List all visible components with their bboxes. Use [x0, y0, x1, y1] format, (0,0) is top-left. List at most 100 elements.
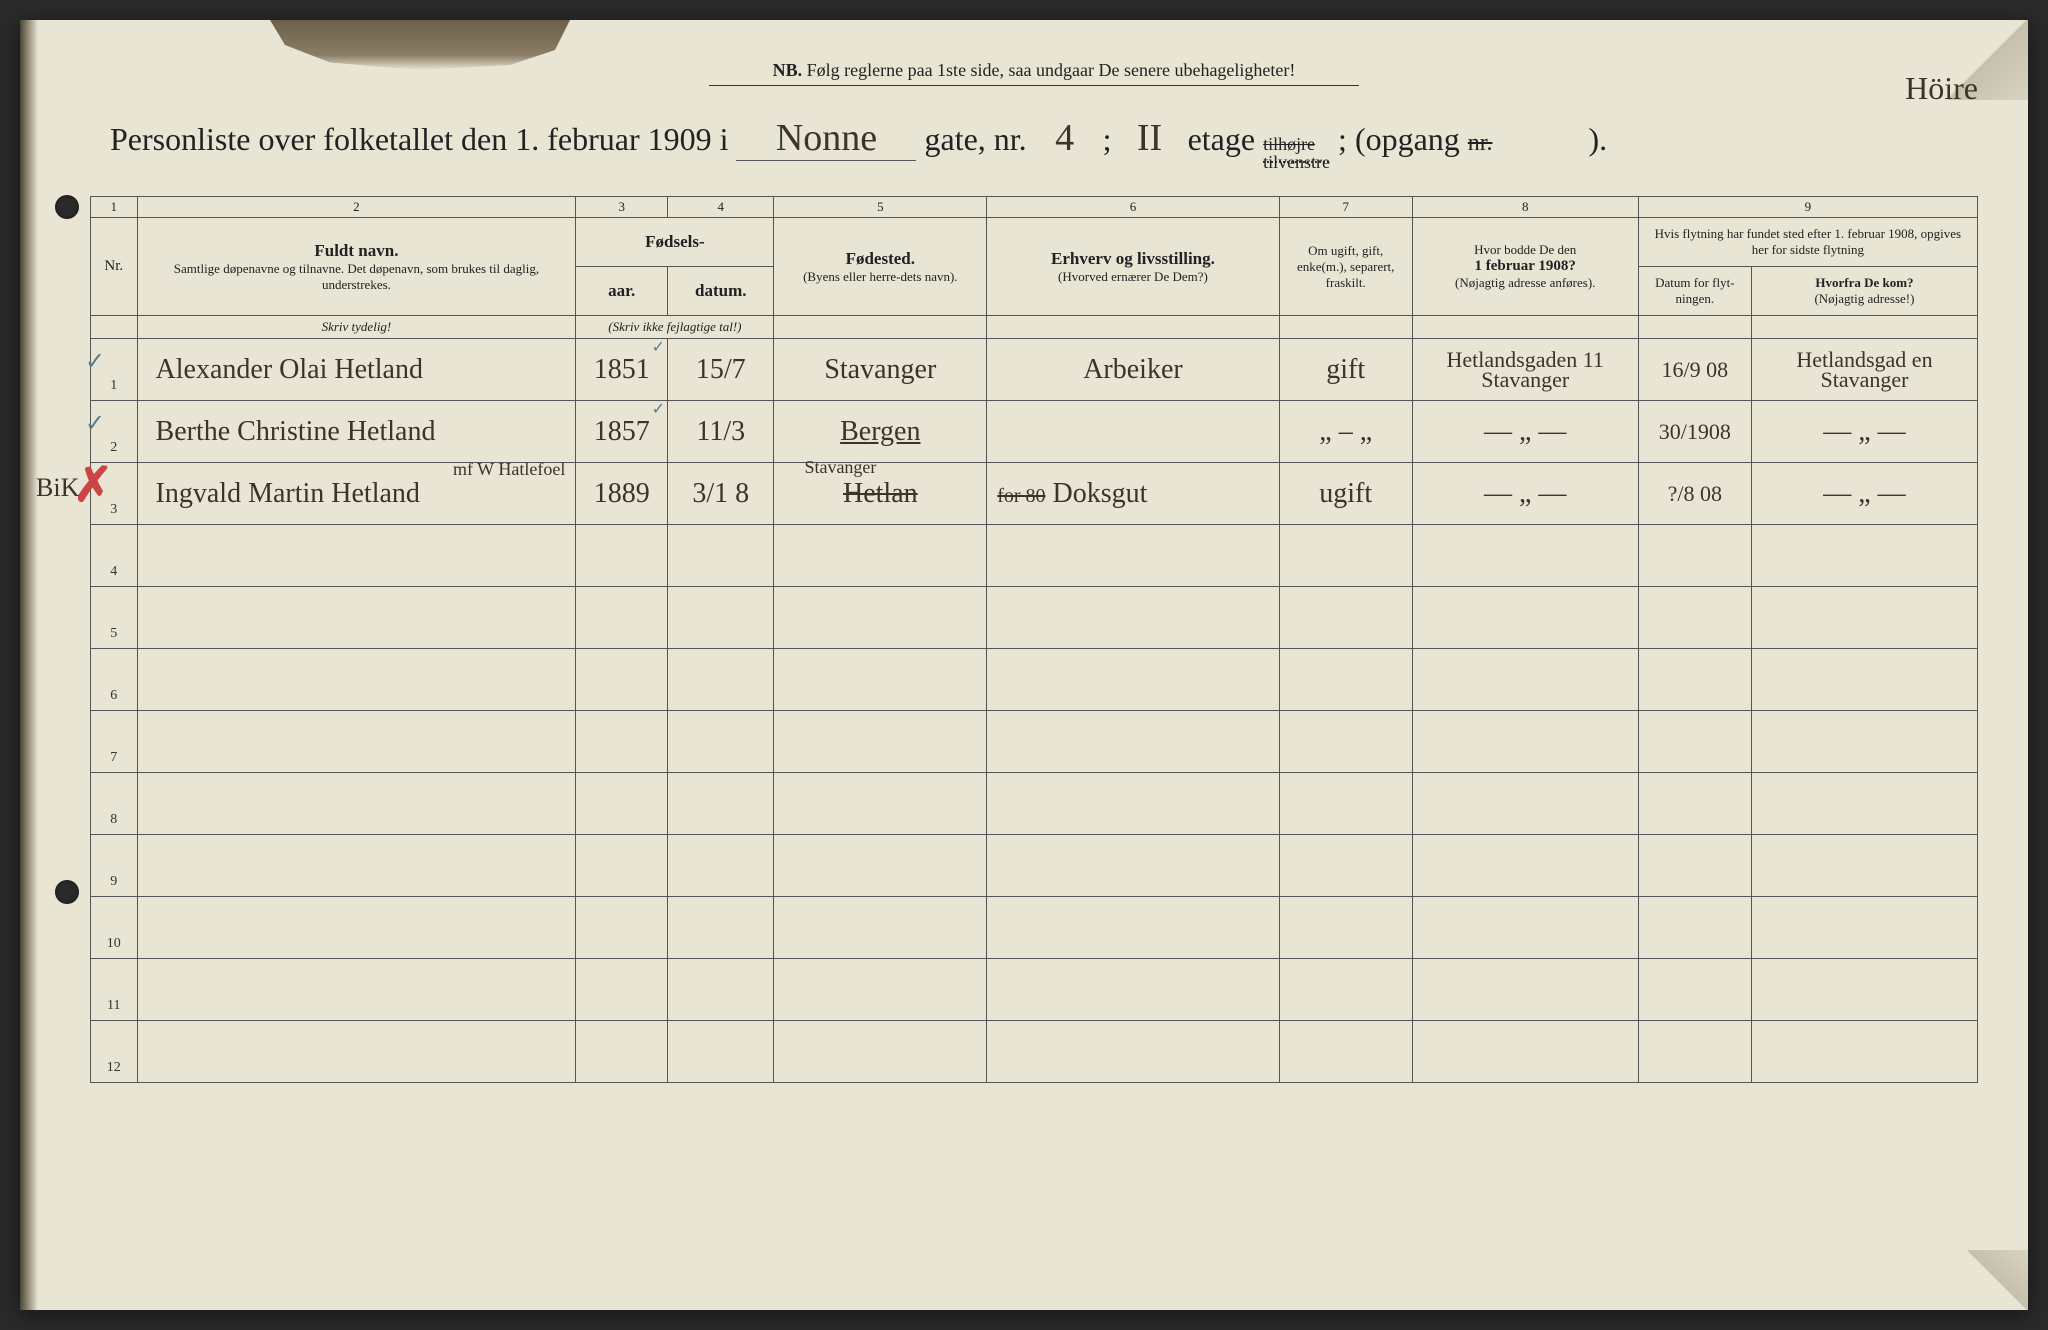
nb-text: Følg reglerne paa 1ste side, saa undgaar… — [807, 60, 1296, 80]
cell — [1638, 1021, 1751, 1083]
header-year-text: aar. — [582, 281, 661, 301]
header-marital: Om ugift, gift, enke(m.), separert, fras… — [1279, 218, 1412, 316]
title-side-struck-2: tilvenstre — [1263, 153, 1330, 171]
row-nr: 10 — [91, 897, 138, 959]
row-nr: 7 — [91, 711, 138, 773]
cell — [137, 773, 576, 835]
cell-name: Alexander Olai Hetland — [137, 339, 576, 401]
title-text-6: ). — [1588, 121, 1607, 158]
occupation-value: Doksgut — [1053, 478, 1148, 509]
cell — [1638, 959, 1751, 1021]
cell-name-value: Ingvald Martin Hetland — [156, 478, 420, 509]
cell — [987, 897, 1280, 959]
header-birthplace-sub: (Byens eller herre-dets navn). — [780, 269, 980, 285]
cell — [668, 773, 774, 835]
header-marital-text: Om ugift, gift, enke(m.), separert, fras… — [1286, 243, 1406, 291]
cell — [987, 525, 1280, 587]
col-num-2: 2 — [137, 197, 576, 218]
year-check: ✓ — [652, 399, 665, 419]
census-page: Höire NB. Følg reglerne paa 1ste side, s… — [20, 20, 2028, 1310]
table-row-empty: 10 — [91, 897, 1978, 959]
instruction-blank-7 — [1279, 316, 1412, 339]
year-check: ✓ — [652, 337, 665, 357]
col-num-8: 8 — [1412, 197, 1638, 218]
cell — [1279, 587, 1412, 649]
header-movedfrom-top: Hvorfra De kom? — [1758, 275, 1971, 291]
row-nr-value: 1 — [110, 378, 117, 393]
cell — [668, 587, 774, 649]
col-num-9: 9 — [1638, 197, 1977, 218]
cell — [668, 897, 774, 959]
title-text-1: Personliste over folketallet den 1. febr… — [110, 121, 728, 158]
census-table: 1 2 3 4 5 6 7 8 9 Nr. Fuldt navn. Samtli… — [90, 196, 1978, 1083]
table-header: 1 2 3 4 5 6 7 8 9 Nr. Fuldt navn. Samtli… — [91, 197, 1978, 339]
cell-addr1908: — „ — — [1412, 401, 1638, 463]
header-move-text: Hvis flytning har fundet sted efter 1. f… — [1645, 226, 1971, 258]
instruction-blank-5 — [774, 316, 987, 339]
row-nr: ✓ 1 — [91, 339, 138, 401]
cell — [1412, 1021, 1638, 1083]
cell — [774, 773, 987, 835]
cell — [1638, 649, 1751, 711]
cell-movedate: ?/8 08 — [1638, 463, 1751, 525]
cell-name: mf W Hatlefoel Ingvald Martin Hetland — [137, 463, 576, 525]
title-floor: II — [1120, 116, 1180, 160]
cell — [1751, 649, 1977, 711]
header-addr-sub: (Nøjagtig adresse anføres). — [1419, 275, 1632, 291]
row-nr: 6 — [91, 649, 138, 711]
header-name-sub: Samtlige døpenavne og tilnavne. Det døpe… — [144, 261, 570, 293]
cell-birthplace: Bergen — [774, 401, 987, 463]
header-fodsels-text: Fødsels- — [582, 232, 767, 252]
page-damage — [270, 20, 570, 70]
cell — [137, 959, 576, 1021]
cell — [668, 1021, 774, 1083]
cell — [987, 587, 1280, 649]
cell — [137, 649, 576, 711]
row-nr: ✓ 2 — [91, 401, 138, 463]
main-header-row: Nr. Fuldt navn. Samtlige døpenavne og ti… — [91, 218, 1978, 267]
title-side-struck-1: tilhøjre — [1263, 135, 1330, 153]
cell — [1751, 897, 1977, 959]
column-number-row: 1 2 3 4 5 6 7 8 9 — [91, 197, 1978, 218]
cell-date: 15/7 — [668, 339, 774, 401]
cell — [774, 897, 987, 959]
header-birthplace: Fødested. (Byens eller herre-dets navn). — [774, 218, 987, 316]
row-nr: 12 — [91, 1021, 138, 1083]
nb-warning-line: NB. Følg reglerne paa 1ste side, saa und… — [709, 60, 1359, 86]
cell — [137, 835, 576, 897]
cell-year-value: 1857 — [594, 416, 650, 447]
birthplace-above: Stavanger — [804, 457, 876, 478]
birthplace-struck: Hetlan — [843, 478, 918, 509]
cell — [576, 649, 668, 711]
row-nr: 5 — [91, 587, 138, 649]
cell — [137, 525, 576, 587]
nb-prefix: NB. — [773, 60, 803, 80]
cell — [1279, 525, 1412, 587]
cell — [576, 711, 668, 773]
cell — [576, 835, 668, 897]
punch-hole — [55, 880, 79, 904]
table-row-empty: 9 — [91, 835, 1978, 897]
cell-name: Berthe Christine Hetland — [137, 401, 576, 463]
instruction-blank-9a — [1638, 316, 1751, 339]
table-row: ✓ 1 Alexander Olai Hetland ✓ 1851 15/7 S… — [91, 339, 1978, 401]
cell — [1751, 835, 1977, 897]
cell — [1279, 773, 1412, 835]
cell — [1751, 587, 1977, 649]
cell-occupation — [987, 401, 1280, 463]
cell — [1638, 711, 1751, 773]
check-mark: ✓ — [85, 347, 105, 376]
cell — [1751, 959, 1977, 1021]
header-addr-bold: 1 februar 1908? — [1419, 258, 1632, 275]
cell — [1279, 959, 1412, 1021]
cell — [987, 1021, 1280, 1083]
cell — [987, 773, 1280, 835]
col-num-7: 7 — [1279, 197, 1412, 218]
cell — [1638, 835, 1751, 897]
cell — [576, 525, 668, 587]
cell — [576, 1021, 668, 1083]
instruction-blank-1 — [91, 316, 138, 339]
binding-edge — [20, 20, 38, 1310]
cell-addr1908: Hetlandsgaden 11 Stavanger — [1412, 339, 1638, 401]
header-fodsels: Fødsels- — [576, 218, 774, 267]
